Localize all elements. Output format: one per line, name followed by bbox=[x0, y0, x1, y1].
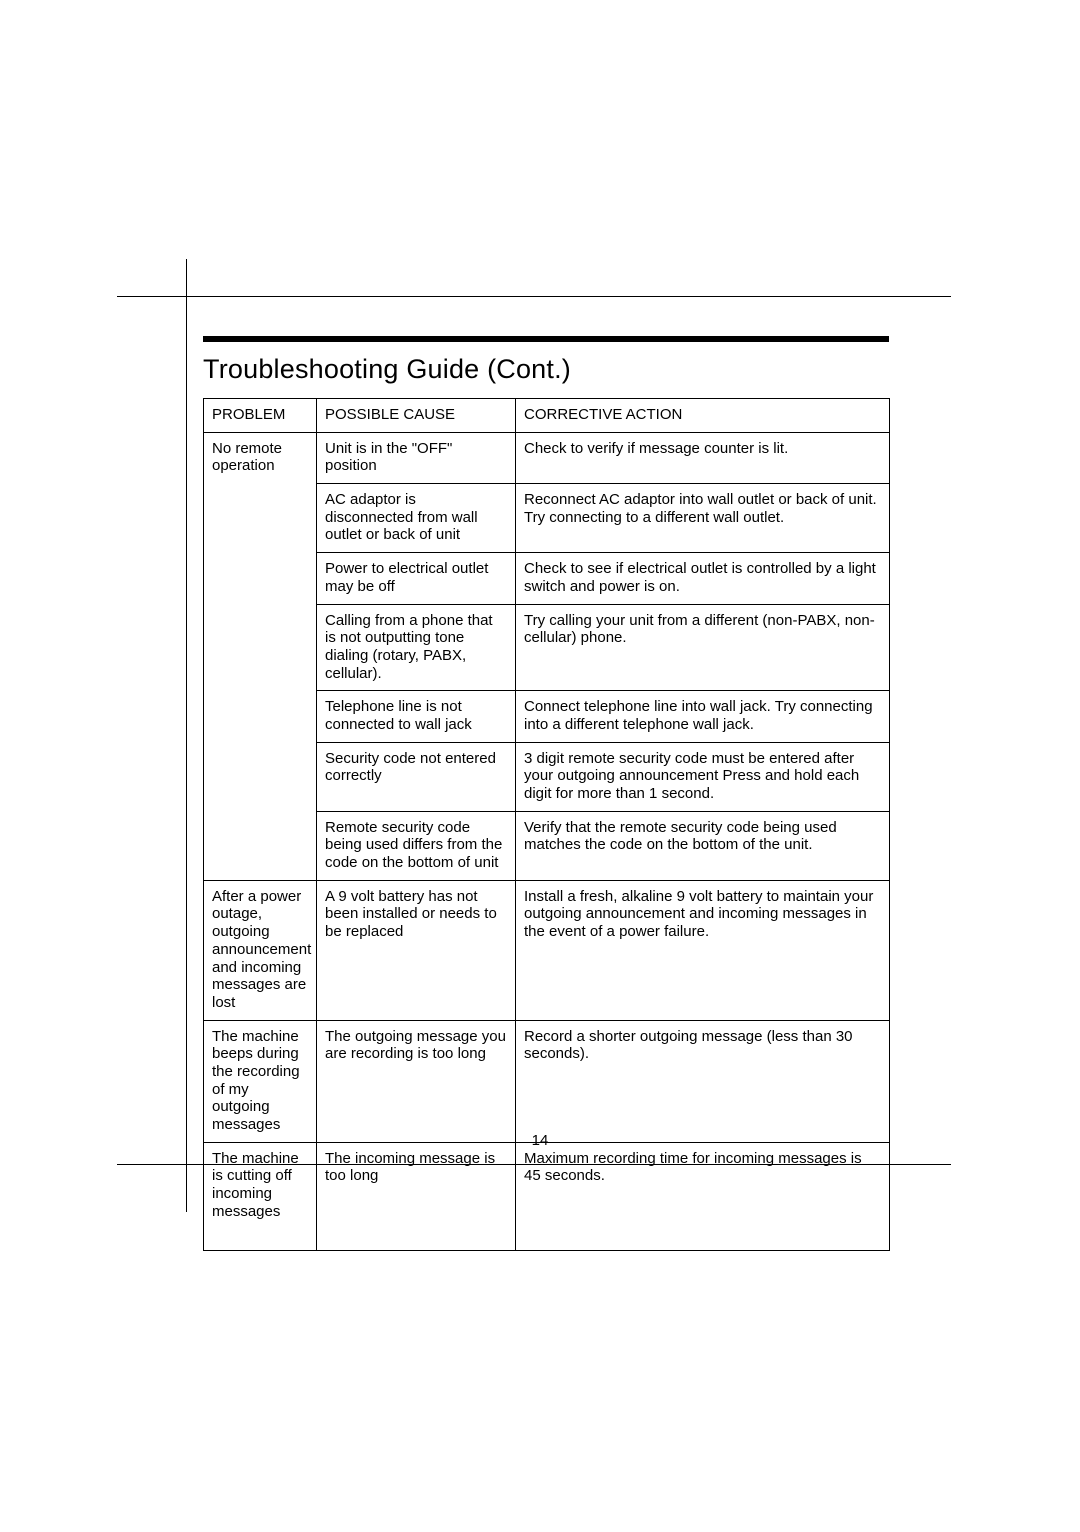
table-row: No remote operation Unit is in the "OFF"… bbox=[204, 432, 890, 483]
table-header-row: PROBLEM POSSIBLE CAUSE CORRECTIVE ACTION bbox=[204, 399, 890, 433]
page-title: Troubleshooting Guide (Cont.) bbox=[203, 354, 571, 385]
header-problem: PROBLEM bbox=[204, 399, 317, 433]
cell-problem: No remote operation bbox=[204, 432, 317, 880]
cell-cause: Telephone line is not connected to wall … bbox=[317, 691, 516, 742]
table-row: The machine beeps during the recording o… bbox=[204, 1020, 890, 1142]
cell-action: Verify that the remote security code bei… bbox=[516, 811, 890, 880]
cell-cause: The incoming message is too long bbox=[317, 1142, 516, 1251]
cell-action: Install a fresh, alkaline 9 volt battery… bbox=[516, 880, 890, 1020]
cell-cause: Calling from a phone that is not outputt… bbox=[317, 604, 516, 691]
header-cause: POSSIBLE CAUSE bbox=[317, 399, 516, 433]
title-rule bbox=[203, 336, 889, 342]
cell-problem: The machine is cutting off incoming mess… bbox=[204, 1142, 317, 1251]
cell-action: Record a shorter outgoing message (less … bbox=[516, 1020, 890, 1142]
cell-action: Maximum recording time for incoming mess… bbox=[516, 1142, 890, 1251]
header-action: CORRECTIVE ACTION bbox=[516, 399, 890, 433]
page-frame-vertical-line bbox=[186, 259, 187, 1212]
table-row: The machine is cutting off incoming mess… bbox=[204, 1142, 890, 1251]
troubleshooting-table-wrap: PROBLEM POSSIBLE CAUSE CORRECTIVE ACTION… bbox=[203, 398, 889, 1251]
cell-action: 3 digit remote security code must be ent… bbox=[516, 742, 890, 811]
cell-cause: Power to electrical outlet may be off bbox=[317, 553, 516, 604]
page-frame-top-line bbox=[117, 296, 951, 297]
cell-action: Try calling your unit from a different (… bbox=[516, 604, 890, 691]
cell-action: Check to verify if message counter is li… bbox=[516, 432, 890, 483]
cell-problem: After a power outage, outgoing announcem… bbox=[204, 880, 317, 1020]
table-row: After a power outage, outgoing announcem… bbox=[204, 880, 890, 1020]
cell-cause: AC adaptor is disconnected from wall out… bbox=[317, 484, 516, 553]
cell-cause: The outgoing message you are recording i… bbox=[317, 1020, 516, 1142]
cell-action: Reconnect AC adaptor into wall outlet or… bbox=[516, 484, 890, 553]
document-page: Troubleshooting Guide (Cont.) PROBLEM PO… bbox=[0, 0, 1080, 1532]
cell-action: Check to see if electrical outlet is con… bbox=[516, 553, 890, 604]
cell-cause: Remote security code being used differs … bbox=[317, 811, 516, 880]
cell-action: Connect telephone line into wall jack. T… bbox=[516, 691, 890, 742]
cell-cause: Unit is in the "OFF" position bbox=[317, 432, 516, 483]
troubleshooting-table: PROBLEM POSSIBLE CAUSE CORRECTIVE ACTION… bbox=[203, 398, 890, 1251]
cell-problem: The machine beeps during the recording o… bbox=[204, 1020, 317, 1142]
cell-cause: Security code not entered correctly bbox=[317, 742, 516, 811]
page-number: 14 bbox=[0, 1132, 1080, 1149]
cell-cause: A 9 volt battery has not been installed … bbox=[317, 880, 516, 1020]
